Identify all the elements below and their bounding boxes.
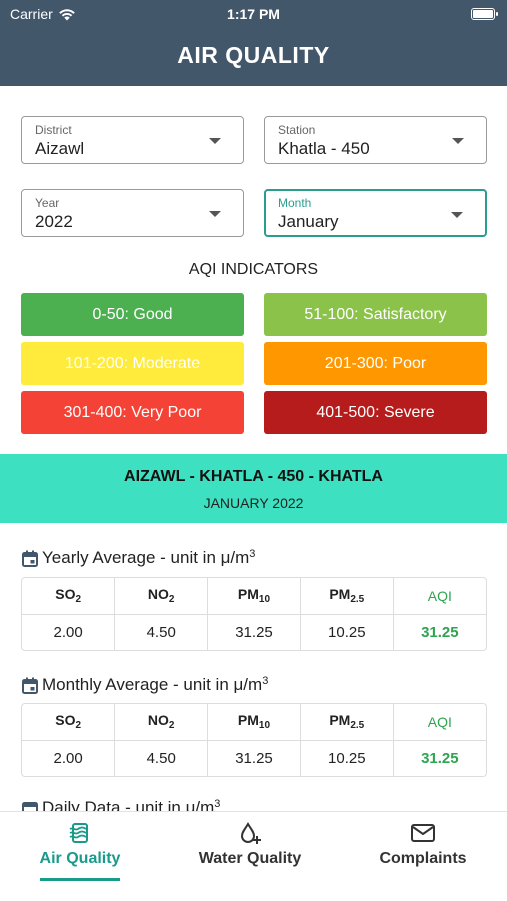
year-select[interactable]: Year 2022 — [21, 189, 244, 237]
tab-air-quality-label: Air Quality — [39, 850, 121, 867]
carrier-label: Carrier — [10, 6, 53, 22]
status-bar: Carrier 1:17 PM — [0, 6, 507, 24]
cell-pm25: 10.25 — [300, 614, 394, 650]
cell-aqi: 31.25 — [421, 749, 459, 767]
tab-air-quality[interactable]: Air Quality — [0, 812, 160, 901]
station-label: Station — [278, 123, 316, 137]
aqi-satisfactory-badge: 51-100: Satisfactory — [264, 293, 487, 336]
col-pm25: PM2.5 — [300, 704, 394, 741]
location-name: AIZAWL - KHATLA - 450 - KHATLA — [124, 468, 383, 485]
district-value: Aizawl — [35, 139, 85, 158]
tab-complaints[interactable]: Complaints — [343, 812, 503, 901]
year-label: Year — [35, 196, 60, 210]
cell-no2: 4.50 — [114, 740, 209, 776]
yearly-average-text: Yearly Average - unit in μ/m — [42, 548, 250, 567]
mail-icon — [411, 824, 435, 842]
table-header-row: SO2 NO2 PM10 PM2.5 AQI — [22, 704, 486, 741]
active-tab-indicator — [40, 878, 120, 881]
col-pm25: PM2.5 — [300, 578, 394, 615]
cell-no2: 4.50 — [114, 614, 209, 650]
cell-pm25: 10.25 — [300, 740, 394, 776]
battery-icon — [471, 8, 498, 20]
chevron-down-icon — [209, 138, 221, 144]
yearly-average-title: Yearly Average - unit in μ/m3 — [22, 548, 255, 568]
col-pm10: PM10 — [207, 704, 301, 741]
location-banner: AIZAWL - KHATLA - 450 - KHATLA JANUARY 2… — [0, 454, 507, 523]
chevron-down-icon — [209, 211, 221, 217]
col-pm10: PM10 — [207, 578, 301, 615]
water-drop-icon — [240, 822, 261, 844]
col-so2: SO2 — [22, 578, 116, 615]
table-row: 2.00 4.50 31.25 10.25 31.25 — [22, 740, 486, 776]
month-label: Month — [278, 196, 312, 210]
cell-so2: 2.00 — [22, 740, 116, 776]
calendar-icon — [22, 550, 38, 567]
aqi-very-poor-badge: 301-400: Very Poor — [21, 391, 244, 434]
station-select[interactable]: Station Khatla - 450 — [264, 116, 487, 164]
app-header: Carrier 1:17 PM AIR QUALITY — [0, 0, 507, 86]
col-aqi: AQI — [393, 578, 486, 615]
month-value: January — [278, 212, 339, 231]
cell-aqi: 31.25 — [421, 623, 459, 641]
aqi-poor-badge: 201-300: Poor — [264, 342, 487, 385]
year-value: 2022 — [35, 212, 73, 231]
yearly-average-table: SO2 NO2 PM10 PM2.5 AQI 2.00 4.50 31.25 1… — [21, 577, 487, 651]
cell-pm10: 31.25 — [207, 740, 301, 776]
tab-water-quality-label: Water Quality — [198, 850, 302, 867]
aqi-moderate-badge: 101-200: Moderate — [21, 342, 244, 385]
monthly-average-table: SO2 NO2 PM10 PM2.5 AQI 2.00 4.50 31.25 1… — [21, 703, 487, 777]
tab-complaints-label: Complaints — [379, 850, 467, 867]
aqi-severe-badge: 401-500: Severe — [264, 391, 487, 434]
monthly-average-title: Monthly Average - unit in μ/m3 — [22, 675, 268, 695]
cell-pm10: 31.25 — [207, 614, 301, 650]
monthly-average-text: Monthly Average - unit in μ/m — [42, 675, 263, 694]
month-select[interactable]: Month January — [264, 189, 487, 237]
bottom-tab-bar: Air Quality Water Quality Complaints — [0, 811, 507, 900]
station-value: Khatla - 450 — [278, 139, 370, 158]
col-no2: NO2 — [114, 704, 209, 741]
page-title: AIR QUALITY — [177, 42, 330, 68]
wifi-icon — [58, 8, 75, 20]
tab-water-quality[interactable]: Water Quality — [170, 812, 330, 901]
col-no2: NO2 — [114, 578, 209, 615]
district-select[interactable]: District Aizawl — [21, 116, 244, 164]
table-row: 2.00 4.50 31.25 10.25 31.25 — [22, 614, 486, 650]
chevron-down-icon — [451, 212, 463, 218]
district-label: District — [35, 123, 72, 137]
table-header-row: SO2 NO2 PM10 PM2.5 AQI — [22, 578, 486, 615]
status-time: 1:17 PM — [227, 6, 280, 22]
chevron-down-icon — [452, 138, 464, 144]
period-label: JANUARY 2022 — [203, 495, 304, 511]
air-quality-icon — [69, 823, 88, 843]
cell-so2: 2.00 — [22, 614, 116, 650]
calendar-icon — [22, 677, 38, 694]
aqi-indicators-title: AQI INDICATORS — [188, 261, 319, 278]
col-aqi: AQI — [393, 704, 486, 741]
aqi-good-badge: 0-50: Good — [21, 293, 244, 336]
col-so2: SO2 — [22, 704, 116, 741]
